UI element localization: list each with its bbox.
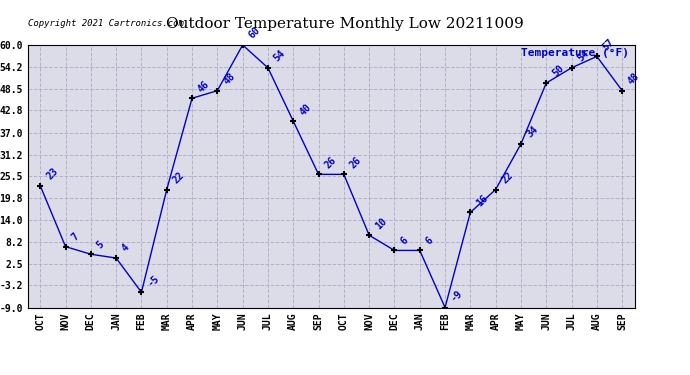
Text: 48: 48 [627, 71, 642, 87]
Text: 23: 23 [44, 166, 60, 182]
Text: 50: 50 [551, 63, 566, 79]
Text: 34: 34 [525, 124, 540, 140]
Text: 22: 22 [500, 170, 515, 185]
Text: 26: 26 [348, 155, 364, 170]
Text: -9: -9 [449, 288, 464, 303]
Text: 6: 6 [424, 235, 435, 246]
Text: 26: 26 [323, 155, 338, 170]
Text: 40: 40 [297, 102, 313, 117]
Text: 48: 48 [221, 71, 237, 87]
Text: Copyright 2021 Cartronics.com: Copyright 2021 Cartronics.com [28, 19, 184, 28]
Text: 54: 54 [575, 48, 591, 64]
Text: 16: 16 [475, 193, 490, 208]
Text: 10: 10 [373, 216, 388, 231]
Text: 4: 4 [120, 243, 132, 254]
Text: 46: 46 [196, 79, 212, 94]
Text: 57: 57 [601, 37, 616, 52]
Text: 22: 22 [171, 170, 186, 185]
Text: 7: 7 [70, 231, 81, 243]
Text: 6: 6 [399, 235, 410, 246]
Text: 5: 5 [95, 239, 106, 250]
Text: Temperature (°F): Temperature (°F) [521, 48, 629, 58]
Text: -5: -5 [146, 273, 161, 288]
Text: 54: 54 [272, 48, 288, 64]
Text: 60: 60 [247, 26, 262, 41]
Text: Outdoor Temperature Monthly Low 20211009: Outdoor Temperature Monthly Low 20211009 [166, 17, 524, 31]
